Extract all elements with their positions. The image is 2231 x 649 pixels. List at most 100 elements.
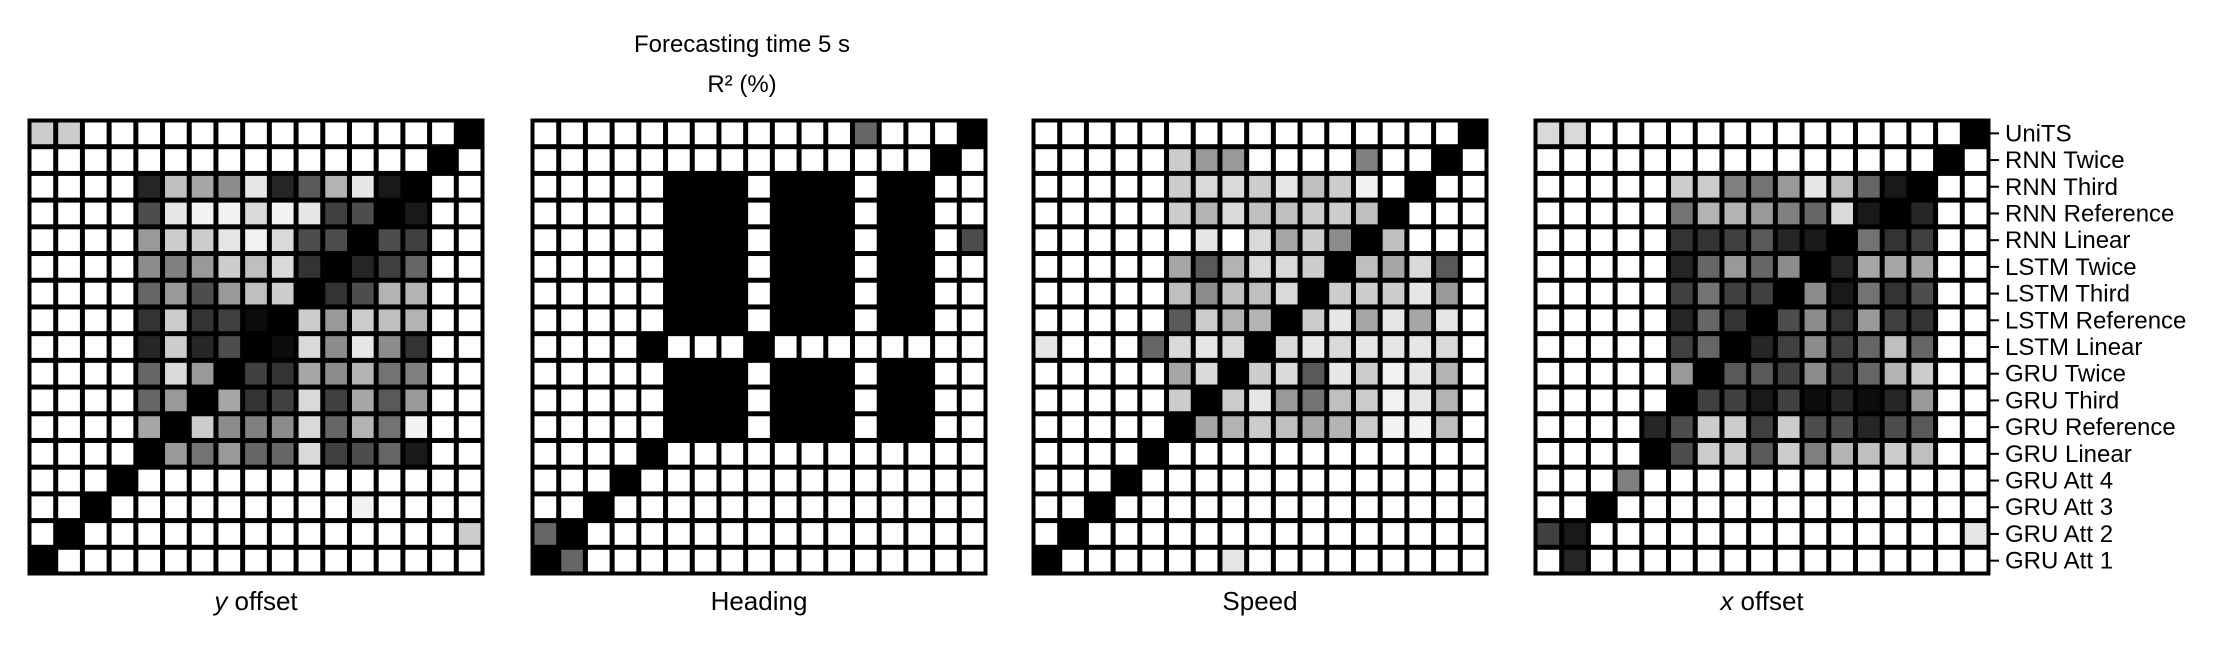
heatmap-cell <box>1964 416 1987 438</box>
heatmap-cell <box>165 389 187 412</box>
heatmap-cell <box>458 469 481 492</box>
heatmap-cell <box>1222 202 1245 225</box>
heatmap-cell <box>1195 282 1218 305</box>
heatmap-cell <box>58 362 80 385</box>
heatmap-cell <box>1062 549 1084 572</box>
heatmap-cell <box>138 229 161 252</box>
heatmap-cell <box>721 309 744 332</box>
heatmap-cell <box>1035 469 1058 492</box>
heatmap-cell <box>432 416 454 438</box>
heatmap-cell <box>774 389 797 412</box>
heatmap-cell <box>31 229 54 252</box>
heatmap-cell <box>84 416 107 438</box>
heatmap-cell <box>1884 336 1907 358</box>
y-tick-label: RNN Twice <box>2005 147 2125 174</box>
heatmap-cell <box>534 389 557 412</box>
heatmap-cell <box>1142 469 1165 492</box>
heatmap-cell <box>1590 175 1613 198</box>
heatmap-cell <box>641 122 664 145</box>
heatmap-cell <box>138 175 161 198</box>
heatmap-cell <box>881 282 904 305</box>
heatmap-cell <box>1195 256 1218 278</box>
heatmap-cell <box>614 282 637 305</box>
heatmap-cell <box>801 149 824 171</box>
heatmap-cell <box>138 122 161 145</box>
heatmap-cell <box>1831 309 1853 332</box>
heatmap-cell <box>1329 309 1351 332</box>
heatmap-cell <box>614 549 637 572</box>
heatmap-cell <box>1537 282 1560 305</box>
heatmap-cell <box>935 549 957 572</box>
heatmap-cell <box>1195 336 1218 358</box>
heatmap-cell <box>1436 309 1458 332</box>
heatmap-cell <box>325 175 347 198</box>
heatmap-cell <box>961 549 984 572</box>
heatmap-cell <box>1142 175 1165 198</box>
heatmap-cell <box>1938 442 1960 465</box>
heatmap-cell <box>1195 202 1218 225</box>
heatmap-cell <box>935 442 957 465</box>
heatmap-cell <box>245 309 267 332</box>
heatmap-cell <box>1938 149 1960 171</box>
heatmap-cell <box>1724 149 1747 171</box>
heatmap-cell <box>1275 389 1298 412</box>
heatmap-cell <box>694 229 717 252</box>
heatmap-cell <box>1857 149 1880 171</box>
heatmap-cell <box>1964 362 1987 385</box>
y-tick-label: GRU Att 1 <box>2005 548 2113 575</box>
heatmap-cell <box>1062 416 1084 438</box>
heatmap-cell <box>1169 362 1191 385</box>
heatmap-cell <box>191 309 214 332</box>
heatmap-cell <box>668 389 690 412</box>
heatmap-cell <box>1115 389 1138 412</box>
heatmap-cell <box>587 523 610 545</box>
heatmap-cell <box>1777 362 1800 385</box>
heatmap-cell <box>1062 336 1084 358</box>
heatmap-cell <box>1436 229 1458 252</box>
heatmap-cell <box>138 469 161 492</box>
heatmap-cell <box>1671 149 1693 171</box>
heatmap-cell <box>1062 496 1084 519</box>
heatmap-cell <box>1462 469 1485 492</box>
heatmap-cell <box>165 416 187 438</box>
heatmap-cell <box>245 175 267 198</box>
heatmap-cell <box>641 549 664 572</box>
heatmap-cell <box>1142 362 1165 385</box>
heatmap-cell <box>1751 416 1773 438</box>
heatmap-cell <box>1857 389 1880 412</box>
heatmap-cell <box>961 149 984 171</box>
heatmap-cell <box>1777 175 1800 198</box>
heatmap-cell <box>1436 202 1458 225</box>
heatmap-cell <box>58 229 80 252</box>
heatmap-cell <box>405 202 428 225</box>
heatmap-cell <box>1329 523 1351 545</box>
heatmap-cell <box>58 282 80 305</box>
heatmap-cell <box>748 122 770 145</box>
heatmap-cell <box>1884 229 1907 252</box>
heatmap-cell <box>298 149 321 171</box>
heatmap-cell <box>854 149 877 171</box>
heatmap-cell <box>935 309 957 332</box>
heatmap-cell <box>1115 229 1138 252</box>
heatmap-panel: y offset <box>27 118 485 616</box>
heatmap-cell <box>298 309 321 332</box>
heatmap-cell <box>614 362 637 385</box>
heatmap-cell <box>1222 416 1245 438</box>
heatmap-cell <box>1355 149 1378 171</box>
heatmap-cell <box>1884 362 1907 385</box>
heatmap-cell <box>668 496 690 519</box>
heatmap-cell <box>405 442 428 465</box>
heatmap-cell <box>828 362 850 385</box>
heatmap-cell <box>1222 309 1245 332</box>
heatmap-cell <box>1857 549 1880 572</box>
heatmap-cell <box>298 523 321 545</box>
heatmap-cell <box>1564 122 1586 145</box>
heatmap-cell <box>1964 309 1987 332</box>
heatmap-cell <box>1142 256 1165 278</box>
heatmap-cell <box>1249 336 1271 358</box>
heatmap-cell <box>1590 282 1613 305</box>
heatmap-cell <box>1142 149 1165 171</box>
heatmap-cell <box>1249 416 1271 438</box>
heatmap-cell <box>1804 469 1827 492</box>
heatmap-cell <box>854 309 877 332</box>
